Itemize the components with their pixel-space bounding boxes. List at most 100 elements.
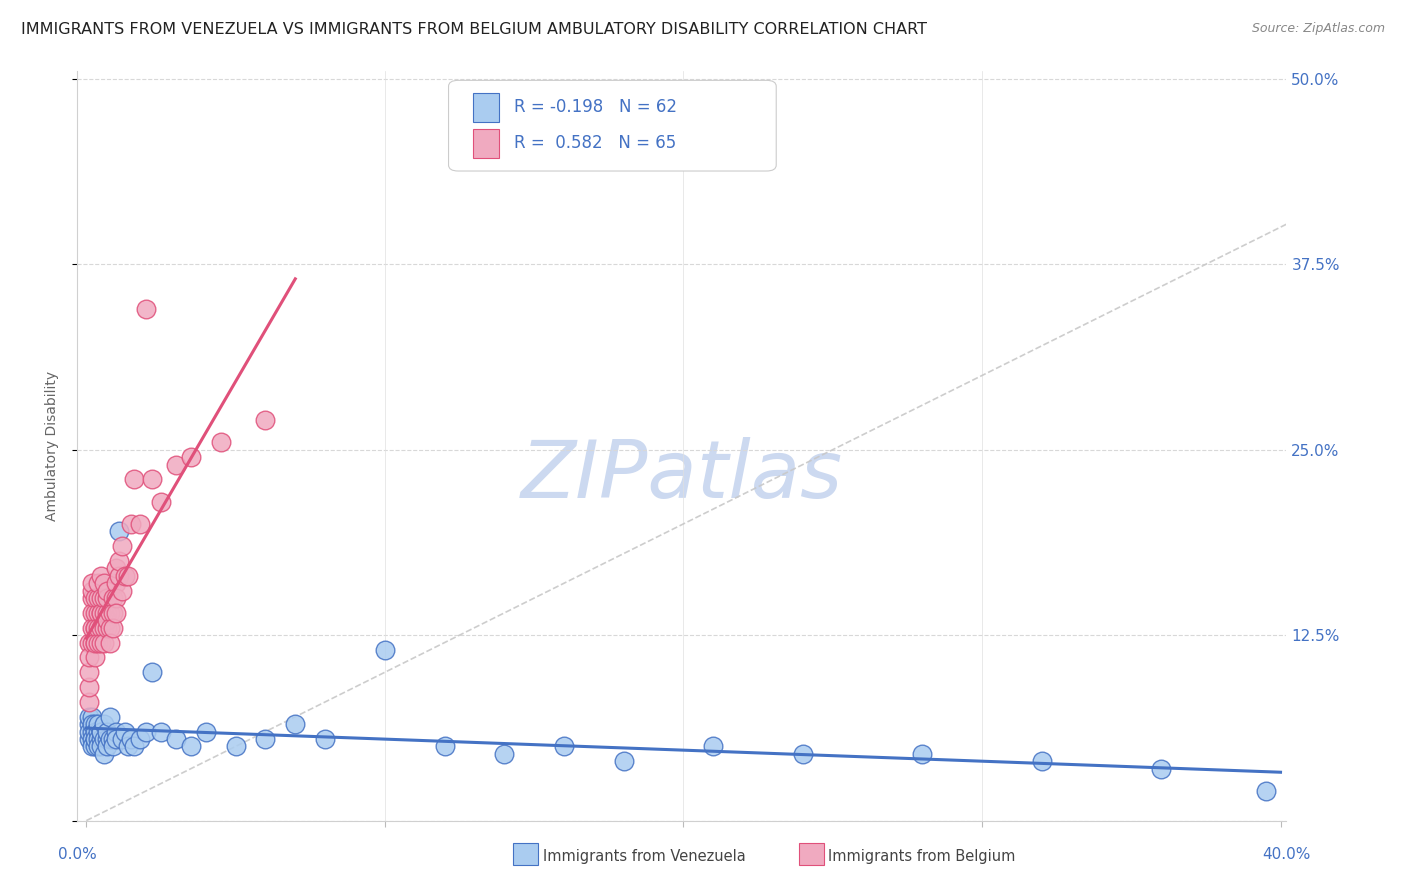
Point [82,724,104,739]
Point [180,450,202,464]
Point [93,591,115,605]
Point [149,494,172,508]
Point [90,621,112,635]
Point [120,732,142,747]
Text: R =  0.582   N = 65: R = 0.582 N = 65 [513,135,676,153]
Point [101,591,124,605]
Point [82,606,104,620]
Point [96,606,118,620]
Point [284,717,307,731]
Point [101,732,124,747]
Point [105,591,128,605]
Point [90,606,112,620]
Point [117,739,139,754]
Point [90,635,112,649]
Point [433,739,456,754]
Point [194,724,217,739]
FancyBboxPatch shape [472,93,499,121]
Point [93,635,115,649]
Point [87,717,110,731]
Point [93,747,115,761]
Point [702,739,724,754]
Point [84,591,107,605]
Text: ZIPatlas: ZIPatlas [520,437,844,515]
Point [149,724,172,739]
Point [82,583,104,598]
Point [613,754,636,768]
Text: 0.0%: 0.0% [58,847,97,863]
Point [84,621,107,635]
Text: IMMIGRANTS FROM VENEZUELA VS IMMIGRANTS FROM BELGIUM AMBULATORY DISABILITY CORRE: IMMIGRANTS FROM VENEZUELA VS IMMIGRANTS … [21,22,927,37]
Point [141,472,163,486]
Point [87,724,110,739]
Point [135,301,157,316]
Point [165,732,187,747]
Point [96,739,118,754]
Point [1254,784,1277,798]
Point [129,732,152,747]
Point [105,576,128,591]
Point [84,732,107,747]
Point [96,613,118,627]
Point [77,635,100,649]
Point [96,732,118,747]
Point [111,583,134,598]
Point [87,576,110,591]
Point [82,591,104,605]
Point [101,739,124,754]
Point [105,724,128,739]
Point [87,739,110,754]
Point [1150,762,1173,776]
Point [77,680,100,694]
Point [120,516,142,531]
Point [165,458,187,472]
Point [98,635,121,649]
Point [82,739,104,754]
Point [77,724,100,739]
Point [225,739,247,754]
Text: Immigrants from Venezuela: Immigrants from Venezuela [543,849,745,863]
Point [82,717,104,731]
Point [77,710,100,724]
Point [254,732,277,747]
Point [93,732,115,747]
Text: Source: ZipAtlas.com: Source: ZipAtlas.com [1251,22,1385,36]
Point [84,635,107,649]
Point [111,732,134,747]
Y-axis label: Ambulatory Disability: Ambulatory Disability [45,371,59,521]
Point [87,732,110,747]
Point [96,724,118,739]
Point [374,643,396,657]
Point [98,606,121,620]
Point [84,739,107,754]
Point [98,710,121,724]
Text: Immigrants from Belgium: Immigrants from Belgium [828,849,1015,863]
FancyBboxPatch shape [472,129,499,158]
Point [90,732,112,747]
Point [553,739,575,754]
Point [90,569,112,583]
Point [84,724,107,739]
Point [84,635,107,649]
Point [1031,754,1053,768]
Point [314,732,336,747]
Point [82,732,104,747]
Point [114,569,136,583]
Point [90,724,112,739]
Point [792,747,814,761]
Point [77,717,100,731]
Point [141,665,163,680]
Point [77,732,100,747]
FancyBboxPatch shape [449,80,776,171]
Point [105,606,128,620]
Point [135,724,157,739]
Point [96,591,118,605]
Point [82,621,104,635]
Point [122,472,145,486]
Point [93,717,115,731]
Point [209,435,232,450]
Point [84,732,107,747]
Point [87,606,110,620]
Point [111,539,134,553]
Point [84,650,107,665]
